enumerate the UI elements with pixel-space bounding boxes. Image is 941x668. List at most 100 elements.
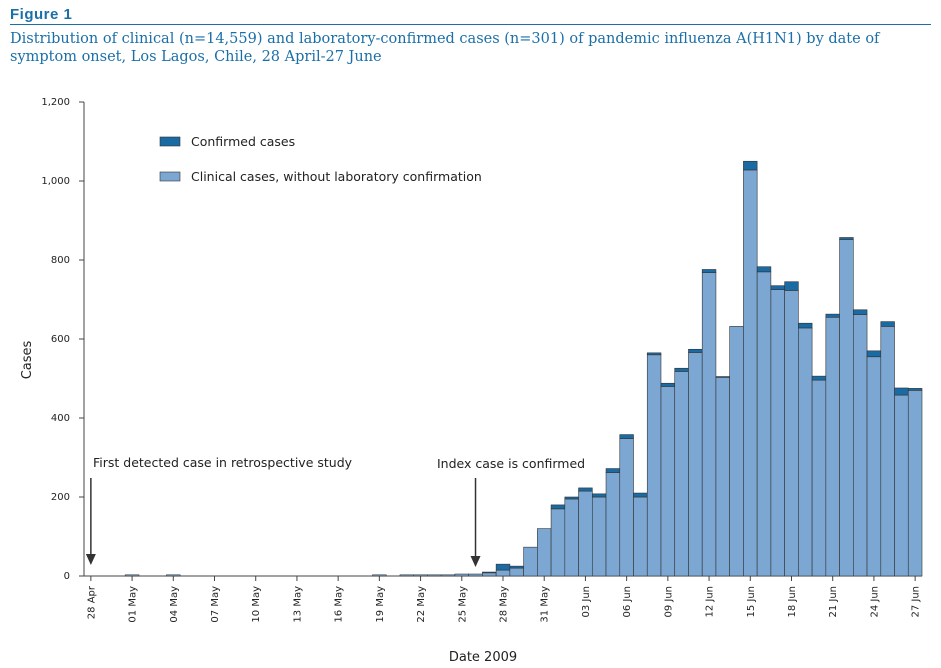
x-tick-label: 09 Jun: [663, 586, 674, 618]
y-axis: 0 200 400 600 800 1,000 1,200: [41, 97, 85, 582]
annotation-first-detected-case-in-retrospective-study: First detected case in retrospective stu…: [85, 455, 353, 565]
y-axis-title: Cases: [20, 340, 35, 379]
figure-label: Figure 1: [10, 6, 73, 23]
bar-confirmed-07-jun: [633, 492, 648, 498]
x-tick-label: 21 Jun: [828, 586, 839, 618]
x-tick-label: 10 May: [251, 586, 262, 623]
bar-clinical-29-may: [509, 567, 524, 577]
bar-confirmed-12-jun: [701, 269, 717, 273]
x-axis: 28 Apr 01 May 04 May 07 May 10 May 13 May 16 M…: [84, 575, 922, 623]
annotation-index-case-is-confirmed: Index case is confirmed: [437, 456, 585, 567]
legend-item-clinical-cases-without-laboratory-confirmation: Clinical cases, without laboratory confi…: [159, 169, 482, 184]
bar-clinical-07-jun: [633, 496, 648, 577]
bar-confirmed-17-jun: [770, 285, 785, 290]
bar-clinical-03-jun: [578, 490, 593, 577]
bar-confirmed-15-jun: [743, 160, 758, 171]
bar-clinical-04-may: [166, 574, 181, 577]
bar-confirmed-01-jun: [550, 504, 566, 510]
bar-clinical-10-jun: [674, 371, 689, 577]
x-tick-label: 27 Jun: [911, 586, 922, 618]
y-tick-label: 0: [64, 571, 70, 582]
figure-header-rule: [10, 24, 931, 25]
x-axis-title: Date 2009: [449, 650, 517, 665]
bar-clinical-22-may: [413, 574, 428, 577]
bar-clinical-20-jun: [811, 379, 827, 577]
legend-swatch: [159, 136, 181, 147]
x-tick-label: 01 May: [128, 586, 139, 623]
y-tick-label: 200: [51, 492, 70, 503]
bar-confirmed-19-jun: [798, 322, 813, 329]
x-tick-label: 18 Jun: [787, 586, 798, 618]
bar-confirmed-27-jun: [907, 388, 923, 391]
bar-confirmed-25-jun: [880, 321, 895, 327]
bar-clinical-19-jun: [798, 327, 813, 577]
bar-clinical-02-jun: [564, 498, 579, 577]
bar-clinical-06-jun: [619, 438, 634, 577]
x-tick-label: 28 May: [499, 586, 510, 623]
legend-swatch: [159, 171, 181, 182]
down-arrow-icon: [85, 554, 96, 565]
bar-clinical-11-jun: [688, 352, 703, 577]
bar-confirmed-10-jun: [674, 367, 689, 372]
legend-item-confirmed-cases: Confirmed cases: [159, 134, 295, 149]
bar-clinical-25-jun: [880, 326, 895, 577]
bar-clinical-09-jun: [660, 386, 676, 577]
x-tick-label: 04 May: [169, 586, 180, 623]
bar-clinical-12-jun: [701, 272, 717, 577]
bar-confirmed-08-jun: [646, 352, 662, 356]
bar-clinical-08-jun: [646, 354, 662, 577]
x-tick-label: 03 Jun: [581, 586, 592, 618]
bar-confirmed-05-jun: [605, 468, 621, 473]
bar-clinical-26-jun: [894, 394, 909, 577]
legend-label: Clinical cases, without laboratory confi…: [191, 169, 482, 184]
legend-label: Confirmed cases: [191, 134, 295, 149]
x-tick-label: 16 May: [334, 586, 345, 623]
bar-clinical-27-may: [482, 572, 497, 577]
bar-clinical-27-jun: [907, 390, 923, 577]
bar-confirmed-29-may: [509, 565, 524, 569]
bar-clinical-26-may: [468, 573, 483, 577]
bar-confirmed-02-jun: [564, 496, 579, 500]
x-tick-label: 15 Jun: [746, 586, 757, 618]
bar-clinical-01-may: [124, 574, 140, 577]
bar-clinical-21-may: [399, 574, 415, 577]
bar-clinical-22-jun: [839, 239, 854, 577]
annotation-text: First detected case in retrospective stu…: [93, 455, 353, 470]
bar-confirmed-09-jun: [660, 382, 676, 387]
bar-confirmed-06-jun: [619, 434, 634, 439]
bar-clinical-31-may: [537, 528, 552, 577]
x-tick-label: 12 Jun: [705, 586, 716, 618]
annotation-text: Index case is confirmed: [437, 456, 585, 471]
bar-clinical-28-may: [495, 569, 511, 577]
bar-clinical-05-jun: [605, 472, 621, 577]
chart-legend: Confirmed cases Clinical cases, without l…: [159, 134, 482, 184]
bar-confirmed-18-jun: [784, 281, 799, 291]
x-tick-label: 22 May: [416, 586, 427, 623]
bar-confirmed-16-jun: [756, 266, 772, 273]
bar-clinical-23-jun: [853, 314, 868, 577]
bar-clinical-30-may: [523, 546, 538, 577]
bar-confirmed-03-jun: [578, 487, 593, 492]
bar-clinical-24-may: [440, 574, 456, 577]
bar-clinical-01-jun: [550, 508, 566, 577]
bar-confirmed-27-may: [482, 571, 497, 574]
bar-clinical-23-may: [427, 574, 442, 577]
x-tick-label: 25 May: [457, 586, 468, 623]
bar-confirmed-04-jun: [591, 493, 607, 498]
bar-clinical-15-jun: [743, 169, 758, 577]
x-tick-label: 13 May: [292, 586, 303, 623]
annotation-layer: First detected case in retrospective stu…: [85, 455, 585, 567]
bar-clinical-13-jun: [715, 377, 730, 577]
bar-confirmed-13-jun: [715, 376, 730, 378]
bar-confirmed-20-jun: [811, 375, 827, 381]
bar-confirmed-21-jun: [825, 313, 840, 318]
bar-confirmed-23-jun: [853, 309, 868, 315]
down-arrow-icon: [470, 556, 481, 567]
bar-clinical-24-jun: [866, 356, 882, 577]
bar-confirmed-28-may: [495, 563, 511, 571]
bar-confirmed-11-jun: [688, 348, 703, 353]
x-tick-label: 07 May: [210, 586, 221, 623]
bar-clinical-21-jun: [825, 316, 840, 577]
x-tick-label: 28 Apr: [86, 585, 97, 619]
